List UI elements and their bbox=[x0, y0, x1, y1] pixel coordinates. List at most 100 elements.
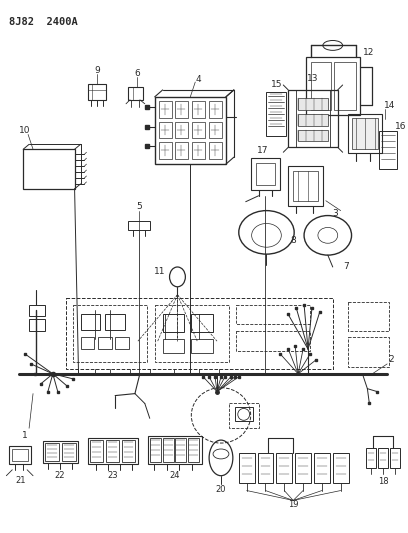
Bar bbox=[276, 453, 292, 482]
Bar bbox=[175, 101, 188, 118]
Bar bbox=[298, 130, 328, 141]
Bar bbox=[293, 171, 318, 201]
Bar bbox=[80, 314, 100, 330]
Bar bbox=[209, 142, 222, 159]
Bar bbox=[235, 407, 253, 421]
Text: 14: 14 bbox=[384, 101, 396, 110]
Bar bbox=[155, 97, 226, 164]
Bar bbox=[89, 438, 138, 464]
Text: 11: 11 bbox=[154, 268, 165, 277]
Bar bbox=[379, 132, 397, 169]
Bar bbox=[236, 332, 310, 351]
Bar bbox=[192, 122, 205, 139]
Bar bbox=[122, 440, 135, 462]
Text: 23: 23 bbox=[108, 471, 118, 480]
Bar bbox=[29, 304, 45, 317]
Bar bbox=[12, 449, 28, 461]
Bar bbox=[175, 122, 188, 139]
Bar bbox=[298, 98, 328, 110]
Bar bbox=[155, 304, 229, 362]
Text: 20: 20 bbox=[216, 485, 226, 494]
Bar bbox=[348, 302, 389, 332]
Bar bbox=[348, 337, 389, 367]
Bar bbox=[115, 337, 129, 349]
Text: 8J82  2400A: 8J82 2400A bbox=[9, 17, 78, 27]
Bar bbox=[163, 438, 173, 462]
Bar bbox=[298, 114, 328, 126]
Text: 1: 1 bbox=[22, 431, 28, 440]
Bar bbox=[366, 448, 376, 468]
Bar bbox=[23, 149, 75, 189]
Bar bbox=[348, 114, 382, 154]
Bar bbox=[192, 142, 205, 159]
Bar bbox=[175, 142, 188, 159]
Bar bbox=[89, 84, 106, 100]
Bar bbox=[390, 448, 400, 468]
Bar bbox=[150, 438, 161, 462]
Bar bbox=[43, 441, 78, 463]
Text: 8: 8 bbox=[290, 236, 296, 245]
Bar bbox=[266, 92, 286, 136]
Bar bbox=[295, 453, 311, 482]
Bar bbox=[159, 101, 171, 118]
Text: 13: 13 bbox=[307, 74, 319, 83]
Bar bbox=[45, 443, 59, 461]
Text: 16: 16 bbox=[395, 122, 407, 131]
Bar bbox=[192, 101, 205, 118]
Bar bbox=[352, 118, 378, 149]
Bar bbox=[306, 57, 360, 115]
Bar bbox=[9, 446, 31, 464]
Bar bbox=[255, 163, 275, 185]
Bar bbox=[105, 314, 125, 330]
Bar bbox=[163, 339, 184, 353]
Bar bbox=[148, 436, 202, 464]
Text: 2: 2 bbox=[388, 356, 394, 365]
Bar bbox=[106, 440, 119, 462]
Text: 12: 12 bbox=[363, 48, 374, 57]
Bar bbox=[191, 339, 213, 353]
Bar bbox=[333, 453, 348, 482]
Text: 18: 18 bbox=[378, 477, 388, 486]
Bar bbox=[29, 319, 45, 332]
Bar bbox=[314, 453, 330, 482]
Text: 7: 7 bbox=[343, 262, 348, 271]
Text: 15: 15 bbox=[271, 80, 282, 90]
Text: 5: 5 bbox=[136, 202, 142, 211]
Bar bbox=[209, 122, 222, 139]
Text: 17: 17 bbox=[257, 146, 268, 155]
Bar bbox=[311, 62, 331, 110]
Text: 3: 3 bbox=[332, 209, 337, 218]
Bar bbox=[73, 304, 147, 362]
Bar bbox=[229, 403, 259, 428]
Bar bbox=[334, 62, 355, 110]
Text: 21: 21 bbox=[15, 476, 25, 485]
Bar bbox=[239, 453, 255, 482]
Bar bbox=[236, 304, 310, 325]
Bar bbox=[251, 158, 280, 190]
Bar bbox=[66, 297, 333, 369]
Bar bbox=[159, 142, 171, 159]
Bar bbox=[98, 337, 112, 349]
Bar bbox=[175, 438, 186, 462]
Bar bbox=[128, 87, 143, 100]
Bar bbox=[128, 221, 150, 230]
Bar bbox=[191, 314, 213, 332]
Bar bbox=[62, 443, 75, 461]
Text: 24: 24 bbox=[169, 471, 180, 480]
Bar bbox=[80, 337, 94, 349]
Text: 19: 19 bbox=[288, 500, 298, 509]
Text: 10: 10 bbox=[19, 126, 31, 135]
Bar bbox=[91, 440, 103, 462]
Bar bbox=[188, 438, 199, 462]
Bar bbox=[378, 448, 388, 468]
Bar bbox=[288, 166, 323, 206]
Bar bbox=[257, 453, 273, 482]
Text: 4: 4 bbox=[195, 75, 201, 84]
Text: 9: 9 bbox=[95, 66, 100, 75]
Bar bbox=[163, 314, 184, 332]
Text: 6: 6 bbox=[134, 69, 140, 78]
Bar bbox=[209, 101, 222, 118]
Bar bbox=[159, 122, 171, 139]
Text: 22: 22 bbox=[55, 471, 65, 480]
Bar bbox=[288, 90, 338, 147]
